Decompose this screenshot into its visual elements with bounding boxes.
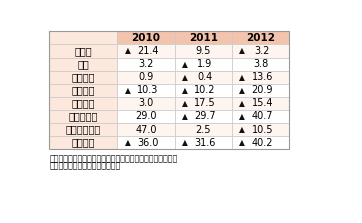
Text: イタリア: イタリア: [71, 85, 95, 95]
Bar: [49, 71, 117, 84]
Bar: [117, 31, 175, 44]
Bar: [175, 97, 232, 110]
Text: 3.0: 3.0: [138, 98, 153, 108]
Bar: [117, 58, 175, 71]
Text: 36.0: 36.0: [137, 138, 159, 148]
Text: ▲: ▲: [182, 60, 188, 69]
Text: ▲: ▲: [239, 112, 245, 121]
Bar: [232, 44, 289, 58]
Bar: [232, 31, 289, 44]
Bar: [117, 84, 175, 97]
Bar: [117, 110, 175, 123]
Text: 3.8: 3.8: [253, 59, 268, 69]
Bar: [175, 110, 232, 123]
Text: ▲: ▲: [182, 73, 188, 82]
Bar: [49, 31, 117, 44]
Text: 40.2: 40.2: [252, 138, 273, 148]
Text: 40.7: 40.7: [252, 112, 273, 122]
Text: ▲: ▲: [125, 86, 131, 95]
Bar: [49, 84, 117, 97]
Text: 10.3: 10.3: [137, 85, 159, 95]
Text: 資料：マークラインズから作成。: 資料：マークラインズから作成。: [49, 161, 121, 171]
Text: 9.5: 9.5: [196, 46, 211, 56]
Text: 3.2: 3.2: [255, 46, 270, 56]
Text: 31.6: 31.6: [194, 138, 216, 148]
Bar: [175, 44, 232, 58]
Bar: [49, 31, 289, 149]
Text: 21.4: 21.4: [137, 46, 159, 56]
Text: アイルランド: アイルランド: [66, 125, 101, 134]
Text: 20.9: 20.9: [252, 85, 273, 95]
Bar: [49, 97, 117, 110]
Text: ▲: ▲: [239, 138, 245, 147]
Bar: [117, 123, 175, 136]
Text: 2011: 2011: [189, 33, 218, 43]
Bar: [175, 31, 232, 44]
Bar: [232, 71, 289, 84]
Bar: [232, 97, 289, 110]
Text: ポルトガル: ポルトガル: [68, 112, 98, 122]
Text: 13.6: 13.6: [252, 72, 273, 82]
Text: 10.5: 10.5: [252, 125, 273, 134]
Bar: [232, 110, 289, 123]
Text: ▲: ▲: [239, 47, 245, 56]
Bar: [175, 123, 232, 136]
Bar: [49, 136, 117, 149]
Bar: [49, 58, 117, 71]
Bar: [232, 84, 289, 97]
Text: 2010: 2010: [131, 33, 160, 43]
Text: 2.5: 2.5: [195, 125, 211, 134]
Text: 備考：前年比（％）。乗用車、トラック、バスの登録台数。: 備考：前年比（％）。乗用車、トラック、バスの登録台数。: [49, 155, 177, 164]
Text: 2012: 2012: [246, 33, 275, 43]
Text: ▲: ▲: [125, 47, 131, 56]
Bar: [117, 44, 175, 58]
Text: ▲: ▲: [182, 86, 188, 95]
Text: ギリシャ: ギリシャ: [71, 138, 95, 148]
Bar: [232, 123, 289, 136]
Bar: [232, 58, 289, 71]
Text: 10.2: 10.2: [194, 85, 216, 95]
Bar: [175, 84, 232, 97]
Text: 英国: 英国: [77, 59, 89, 69]
Text: ▲: ▲: [239, 125, 245, 134]
Text: 0.9: 0.9: [138, 72, 153, 82]
Bar: [49, 110, 117, 123]
Bar: [175, 71, 232, 84]
Text: 47.0: 47.0: [135, 125, 157, 134]
Text: ▲: ▲: [239, 73, 245, 82]
Text: 29.7: 29.7: [194, 112, 216, 122]
Text: ドイツ: ドイツ: [75, 46, 92, 56]
Text: ▲: ▲: [239, 86, 245, 95]
Bar: [232, 136, 289, 149]
Bar: [117, 136, 175, 149]
Text: ▲: ▲: [239, 99, 245, 108]
Text: スペイン: スペイン: [71, 98, 95, 108]
Text: 15.4: 15.4: [252, 98, 273, 108]
Text: ▲: ▲: [182, 112, 188, 121]
Bar: [49, 44, 117, 58]
Text: フランス: フランス: [71, 72, 95, 82]
Bar: [117, 71, 175, 84]
Text: 3.2: 3.2: [138, 59, 154, 69]
Text: ▲: ▲: [182, 138, 188, 147]
Text: 0.4: 0.4: [197, 72, 213, 82]
Bar: [175, 136, 232, 149]
Text: ▲: ▲: [182, 99, 188, 108]
Text: 1.9: 1.9: [197, 59, 213, 69]
Text: 29.0: 29.0: [135, 112, 157, 122]
Text: 17.5: 17.5: [194, 98, 216, 108]
Bar: [49, 123, 117, 136]
Bar: [175, 58, 232, 71]
Bar: [117, 97, 175, 110]
Text: ▲: ▲: [125, 138, 131, 147]
